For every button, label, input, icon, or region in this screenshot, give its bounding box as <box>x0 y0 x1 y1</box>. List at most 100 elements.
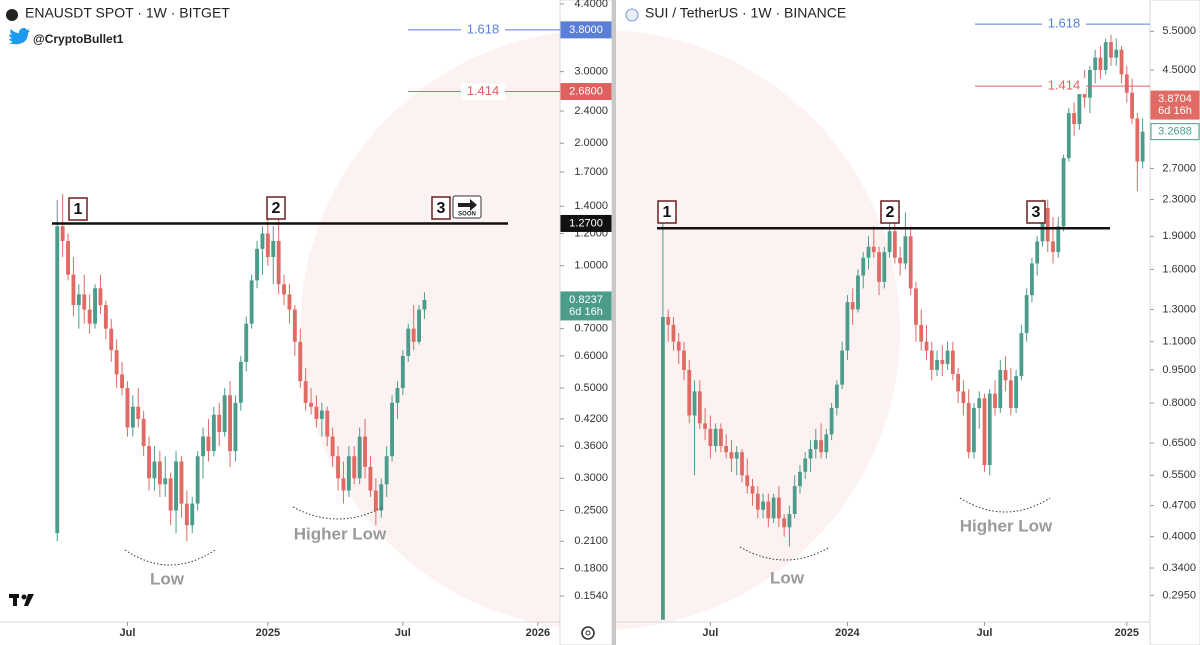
candle-body <box>244 323 249 362</box>
marker-box <box>880 200 900 224</box>
candle-body <box>168 478 173 511</box>
candle-body <box>766 501 771 519</box>
price-tag <box>1150 123 1200 141</box>
candle-body <box>390 402 394 457</box>
candle-body <box>71 274 76 306</box>
x-tick-label: Jul <box>119 627 135 639</box>
y-tick-label: 0.3600 <box>574 440 608 452</box>
candle-body <box>676 341 681 351</box>
symbol-icon <box>625 8 639 22</box>
candle-body <box>745 475 750 487</box>
price-tag-label: 3.8000 <box>569 24 603 36</box>
logo-part <box>13 594 17 606</box>
candle-body <box>260 233 265 249</box>
symbol-icon <box>6 9 18 21</box>
candle-body <box>892 231 897 258</box>
candle-body <box>228 395 232 452</box>
y-tick-label: 4.5000 <box>1162 64 1196 76</box>
y-tick-label: 2.4000 <box>574 105 608 117</box>
candle-body <box>174 461 178 511</box>
candle-body <box>147 446 151 479</box>
candle-body <box>1093 57 1098 71</box>
candle-body <box>750 486 755 494</box>
candle-body <box>924 341 929 351</box>
candle-body <box>719 428 723 447</box>
candle-body <box>238 361 243 403</box>
candle-body <box>898 257 903 264</box>
candle-body <box>184 503 189 526</box>
y-tick-label: 0.2500 <box>574 504 608 516</box>
fib-label-bg <box>1042 16 1086 33</box>
price-tag-label: 2.6800 <box>569 85 603 97</box>
candle-body <box>877 252 881 282</box>
y-tick-label: 0.4000 <box>1162 531 1196 543</box>
candle-body <box>325 410 330 437</box>
candle-body <box>330 436 335 457</box>
logo-part <box>21 594 27 600</box>
y-tick-label: 0.4200 <box>574 413 608 425</box>
annotation-label: Higher Low <box>960 516 1053 535</box>
fib-label: 1.618 <box>1048 16 1081 31</box>
candle-body <box>666 316 671 325</box>
soon-arrow <box>458 199 477 211</box>
x-tick-label: Jul <box>977 627 993 639</box>
candle-body <box>255 248 259 281</box>
x-tick-label: 2025 <box>1115 627 1139 639</box>
candle-body <box>729 452 734 459</box>
candle-body <box>1124 74 1129 93</box>
marker-label: 3 <box>1032 204 1041 221</box>
gear[interactable] <box>581 626 595 640</box>
fib-label-bg <box>461 21 505 38</box>
candle-body <box>93 288 97 324</box>
y-tick-label: 0.4700 <box>1162 500 1196 512</box>
candle-body <box>319 410 324 419</box>
price-tag-label: 0.8237 <box>569 294 603 306</box>
candle-body <box>1088 70 1092 98</box>
fib-label: 1.618 <box>467 21 500 36</box>
candle-body <box>60 226 65 241</box>
candle-body <box>1051 241 1055 253</box>
annotation-label: Low <box>150 569 185 588</box>
candle-body <box>776 497 781 519</box>
y-tick-label: 0.1800 <box>574 562 608 574</box>
candle-body <box>1103 42 1108 71</box>
annotation-arc <box>292 506 384 520</box>
panel-divider <box>612 0 616 645</box>
candle-body <box>834 384 839 408</box>
candle-body <box>1030 263 1034 296</box>
fib-label: 1.414 <box>467 83 500 98</box>
candle-body <box>346 456 351 491</box>
candle-body <box>761 501 765 510</box>
gear-center[interactable] <box>585 630 591 636</box>
candle-body <box>787 513 792 528</box>
candle-body <box>1072 113 1076 125</box>
candle-body <box>903 236 908 264</box>
y-tick-label: 0.3000 <box>574 472 608 484</box>
y-tick-label: 0.5000 <box>574 382 608 394</box>
y-tick-label: 1.4000 <box>574 200 608 212</box>
candle-body <box>98 288 103 306</box>
candle-body <box>103 305 108 329</box>
candle-body <box>292 309 297 342</box>
fib-label-bg <box>461 83 505 100</box>
candle-body <box>840 350 845 385</box>
candle-body <box>130 406 135 428</box>
y-tick-label: 0.5500 <box>1162 469 1196 481</box>
x-tick-label: 2026 <box>526 627 550 639</box>
candle-body <box>703 423 707 429</box>
y-tick-label: 5.5000 <box>1162 25 1196 37</box>
candle-body <box>908 236 913 289</box>
marker-label: 2 <box>272 200 281 217</box>
y-tick-label: 1.1000 <box>1162 336 1196 348</box>
candle-body <box>282 284 286 295</box>
candle-body <box>417 309 421 342</box>
settings-icon[interactable] <box>581 626 595 640</box>
candle-body <box>1056 226 1061 253</box>
candle-body <box>109 328 114 351</box>
candle-body <box>982 398 987 466</box>
marker-label: 2 <box>886 204 895 221</box>
candle-body <box>125 388 130 428</box>
candle-body <box>856 275 860 310</box>
candle-body <box>882 252 887 282</box>
annotation-arc <box>739 546 831 561</box>
